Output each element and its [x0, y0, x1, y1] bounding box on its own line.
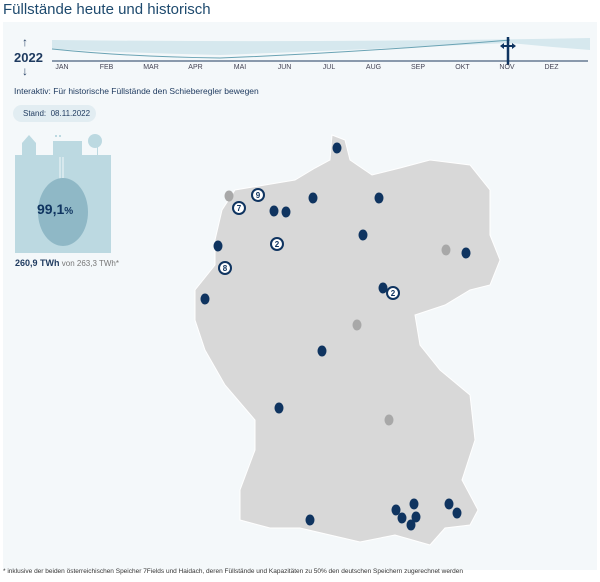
storage-cluster-badge[interactable] [386, 286, 400, 300]
storage-marker[interactable] [378, 282, 388, 294]
stand-date: 08.11.2022 [50, 109, 91, 118]
month-label-mar[interactable]: MAR [143, 64, 159, 71]
year-label: 2022 [14, 50, 43, 65]
month-label-mai[interactable]: MAI [233, 64, 247, 71]
storage-marker[interactable] [317, 345, 327, 357]
historic-range-band [52, 38, 590, 55]
storage-cluster-badge[interactable] [232, 201, 246, 215]
storage-marker-inactive[interactable] [441, 244, 451, 256]
storage-marker[interactable] [374, 192, 384, 204]
fill-stat: 260,9 TWh von 263,3 TWh* [15, 258, 119, 268]
storage-marker[interactable] [213, 240, 223, 252]
storage-marker[interactable] [308, 192, 318, 204]
storage-marker[interactable] [274, 402, 284, 414]
page-title: Füllstände heute und historisch [3, 1, 211, 18]
cluster-count: 8 [223, 264, 228, 273]
storage-marker[interactable] [200, 293, 210, 305]
storage-marker-inactive[interactable] [352, 319, 362, 331]
germany-outline [194, 134, 501, 546]
storage-marker[interactable] [461, 247, 471, 259]
storage-marker[interactable] [397, 512, 407, 524]
cluster-count: 9 [256, 191, 261, 200]
storage-cluster-badge[interactable] [251, 188, 265, 202]
storage-cluster-badge[interactable] [218, 261, 232, 275]
month-label-aug[interactable]: AUG [365, 64, 382, 71]
year-up-arrow-icon[interactable]: ↑ [22, 35, 28, 49]
storage-marker[interactable] [411, 511, 421, 523]
storage-marker[interactable] [409, 498, 419, 510]
fill-value: 260,9 TWh [15, 258, 60, 268]
cluster-count: 2 [275, 240, 280, 249]
storage-marker[interactable] [305, 514, 315, 526]
month-label-jan[interactable]: JAN [55, 64, 69, 71]
fill-level-line [51, 39, 511, 59]
storage-marker[interactable] [269, 205, 279, 217]
footnote: * inklusive der beiden österreichischen … [3, 568, 463, 575]
timeline-slider[interactable] [50, 35, 590, 65]
storage-marker[interactable] [452, 507, 462, 519]
storage-marker[interactable] [358, 229, 368, 241]
month-label-okt[interactable]: OKT [455, 64, 470, 71]
month-label-sep[interactable]: SEP [410, 64, 426, 71]
storage-marker[interactable] [444, 498, 454, 510]
fill-capacity: von 263,3 TWh* [61, 259, 119, 268]
month-label-apr[interactable]: APR [188, 64, 203, 71]
month-label-feb[interactable]: FEB [99, 64, 114, 71]
year-down-arrow-icon[interactable]: ↓ [22, 64, 28, 78]
month-label-jul[interactable]: JUL [322, 64, 336, 71]
slider-handle [500, 37, 516, 65]
germany-map: 9 7 2 8 2 [194, 134, 501, 546]
month-label-nov[interactable]: NOV [499, 64, 515, 71]
storage-marker-inactive[interactable] [224, 190, 234, 202]
fill-percent: 99,1% [37, 201, 74, 217]
month-label-jun[interactable]: JUN [277, 64, 292, 71]
stand-label: Stand: [23, 109, 47, 118]
storage-marker[interactable] [391, 504, 401, 516]
interactive-hint: Interaktiv: Für historische Füllstände d… [14, 86, 259, 96]
stand-date-badge: Stand: 08.11.2022 [13, 105, 96, 122]
storage-cluster-badge[interactable] [270, 237, 284, 251]
cluster-count: 7 [237, 204, 242, 213]
cluster-count: 2 [391, 289, 396, 298]
storage-marker[interactable] [281, 206, 291, 218]
storage-marker[interactable] [406, 519, 416, 531]
storage-marker[interactable] [332, 142, 342, 154]
storage-marker-inactive[interactable] [384, 414, 394, 426]
month-label-dez[interactable]: DEZ [544, 64, 559, 71]
storage-illustration [15, 134, 111, 253]
fill-level-bubble [38, 178, 88, 246]
